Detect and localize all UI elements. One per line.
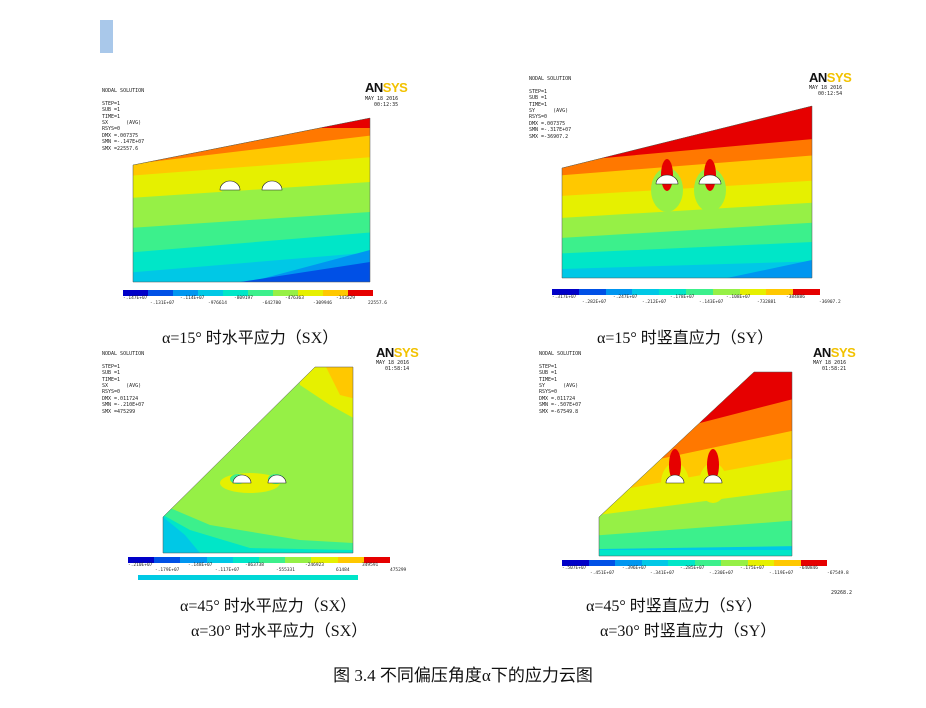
panel-sx-15: NODAL SOLUTION STEP=1 SUB =1 TIME=1 SX (… <box>100 70 408 320</box>
caption-sy-30: α=30° 时竖直应力（SY） <box>600 623 777 640</box>
legend-label: 61484 <box>336 568 350 573</box>
timestamp: MAY 18 2016 01:58:14 <box>376 360 410 373</box>
legend-label: -.147E+07 <box>123 296 148 301</box>
legend-label: -.148E+07 <box>188 563 213 568</box>
timestamp: MAY 18 2016 01:58:21 <box>813 360 847 373</box>
legend-label: -732881 <box>757 300 776 305</box>
contour-plot <box>132 117 371 283</box>
blue-marker <box>100 20 113 53</box>
strip-bar <box>138 575 358 580</box>
solution-info: NODAL SOLUTION STEP=1 SUB =1 TIME=1 SY (… <box>539 351 582 415</box>
caption-sx-30: α=30° 时水平应力（SX） <box>191 623 368 640</box>
color-legend <box>552 289 820 295</box>
legend-label: -.212E+07 <box>642 300 667 305</box>
solution-info: NODAL SOLUTION STEP=1 SUB =1 TIME=1 SX (… <box>102 88 145 152</box>
legend-label: -67549.8 <box>827 571 849 576</box>
legend-label: 475299 <box>390 568 407 573</box>
extra-value: 29268.2 <box>831 590 853 596</box>
legend-label: -.507E+07 <box>562 566 587 571</box>
legend-label: -36907.2 <box>819 300 841 305</box>
color-legend <box>562 560 827 566</box>
legend-label: -.175E+07 <box>740 566 765 571</box>
legend-label: -.179E+07 <box>155 568 180 573</box>
contour-plot <box>162 366 354 554</box>
legend-label: -.396E+07 <box>622 566 647 571</box>
legend-label: -809197 <box>234 296 253 301</box>
legend-label: -.178E+07 <box>670 295 695 300</box>
color-legend <box>123 290 373 296</box>
timestamp: MAY 18 2016 00:12:54 <box>809 85 843 98</box>
legend-label: -.317E+07 <box>552 295 577 300</box>
legend-label: -.451E+07 <box>590 571 615 576</box>
ansys-logo: ANSYS <box>376 345 419 360</box>
legend-label: -309946 <box>313 301 332 306</box>
solution-info: NODAL SOLUTION STEP=1 SUB =1 TIME=1 SY (… <box>529 76 572 140</box>
panel-sx-45: NODAL SOLUTION STEP=1 SUB =1 TIME=1 SX (… <box>100 345 420 590</box>
legend-label: -.117E+07 <box>215 568 240 573</box>
legend-label: -.108E+07 <box>726 295 751 300</box>
legend-label: -.341E+07 <box>650 571 675 576</box>
legend-label: -.282E+07 <box>582 300 607 305</box>
legend-label: -555331 <box>276 568 295 573</box>
legend-label: -476363 <box>285 296 304 301</box>
legend-label: -976614 <box>208 301 227 306</box>
legend-label: -.114E+07 <box>180 296 205 301</box>
legend-label: -.210E+07 <box>128 563 153 568</box>
legend-label: -384886 <box>786 295 805 300</box>
contour-plot <box>561 105 813 279</box>
timestamp: MAY 18 2016 00:12:35 <box>365 96 399 109</box>
legend-label: -.131E+07 <box>150 301 175 306</box>
legend-label: -.247E+07 <box>613 295 638 300</box>
panel-sy-45: NODAL SOLUTION STEP=1 SUB =1 TIME=1 SY (… <box>537 345 867 596</box>
ansys-logo: ANSYS <box>809 70 852 85</box>
legend-label: -246923 <box>305 563 324 568</box>
legend-label: 349591 <box>362 563 379 568</box>
legend-label: -642780 <box>262 301 281 306</box>
caption-sx-15: α=15° 时水平应力（SX） <box>162 330 339 347</box>
solution-info: NODAL SOLUTION STEP=1 SUB =1 TIME=1 SX (… <box>102 351 145 415</box>
legend-label: 22557.6 <box>368 301 387 306</box>
caption-sx-45: α=45° 时水平应力（SX） <box>180 598 357 615</box>
ansys-logo: ANSYS <box>813 345 856 360</box>
caption-sy-45: α=45° 时竖直应力（SY） <box>586 598 763 615</box>
legend-label: -863738 <box>245 563 264 568</box>
legend-label: -.230E+07 <box>709 571 734 576</box>
legend-label: -.119E+07 <box>769 571 794 576</box>
contour-plot <box>598 371 793 557</box>
legend-label: -143529 <box>336 296 355 301</box>
legend-label: -.285E+07 <box>680 566 705 571</box>
legend-label: -640846 <box>799 566 818 571</box>
ansys-logo: ANSYS <box>365 80 408 95</box>
figure-caption: 图 3.4 不同偏压角度α下的应力云图 <box>333 666 593 685</box>
legend-label: -.143E+07 <box>699 300 724 305</box>
color-legend <box>128 557 391 563</box>
caption-sy-15: α=15° 时竖直应力（SY） <box>597 330 774 347</box>
panel-sy-15: NODAL SOLUTION STEP=1 SUB =1 TIME=1 SY (… <box>527 70 857 320</box>
